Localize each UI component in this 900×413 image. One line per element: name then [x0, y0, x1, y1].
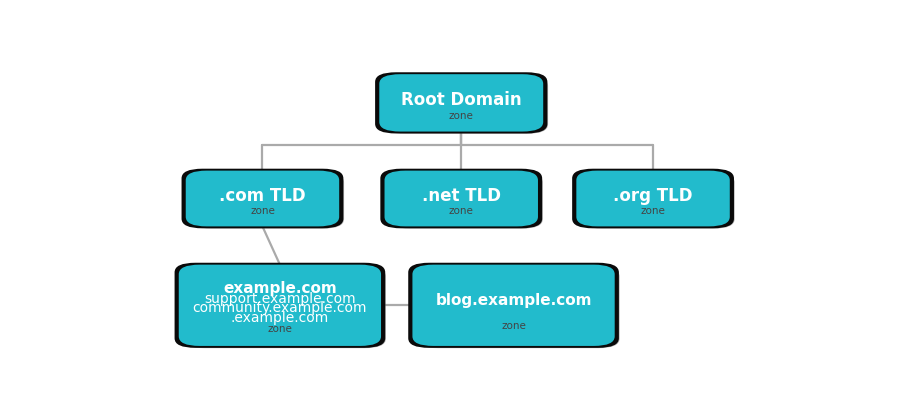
Text: zone: zone [250, 206, 274, 216]
Text: support.example.com: support.example.com [204, 291, 356, 305]
Text: .org TLD: .org TLD [613, 186, 693, 204]
FancyBboxPatch shape [184, 267, 386, 348]
Text: Root Domain: Root Domain [400, 91, 522, 109]
FancyBboxPatch shape [375, 73, 547, 134]
FancyBboxPatch shape [175, 263, 385, 348]
FancyBboxPatch shape [182, 169, 344, 229]
Text: .com TLD: .com TLD [219, 186, 306, 204]
Text: zone: zone [449, 111, 473, 121]
Text: zone: zone [641, 206, 665, 216]
Text: .net TLD: .net TLD [422, 186, 500, 204]
FancyBboxPatch shape [179, 265, 381, 346]
Text: .example.com: .example.com [230, 310, 329, 324]
FancyBboxPatch shape [418, 267, 619, 348]
FancyBboxPatch shape [390, 173, 543, 229]
FancyBboxPatch shape [384, 77, 548, 135]
Text: zone: zone [501, 320, 526, 330]
Text: example.com: example.com [223, 281, 337, 296]
Text: community.example.com: community.example.com [193, 300, 367, 314]
FancyBboxPatch shape [379, 75, 544, 132]
FancyBboxPatch shape [191, 173, 344, 229]
FancyBboxPatch shape [581, 173, 734, 229]
FancyBboxPatch shape [381, 169, 542, 229]
FancyBboxPatch shape [384, 171, 538, 227]
FancyBboxPatch shape [185, 171, 339, 227]
Text: blog.example.com: blog.example.com [436, 292, 592, 307]
FancyBboxPatch shape [576, 171, 730, 227]
FancyBboxPatch shape [412, 265, 615, 346]
FancyBboxPatch shape [572, 169, 734, 229]
Text: zone: zone [449, 206, 473, 216]
FancyBboxPatch shape [409, 263, 619, 348]
Text: zone: zone [267, 323, 293, 333]
